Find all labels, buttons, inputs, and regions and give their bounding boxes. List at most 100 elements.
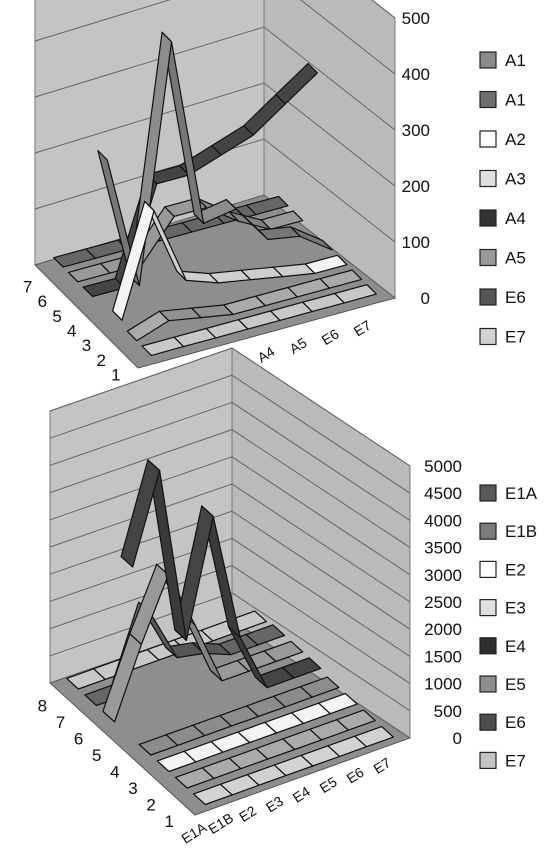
ribbon-row-1 [193, 725, 394, 806]
ribbon-row-5 [120, 459, 322, 689]
ribbon-row-2 [174, 709, 376, 789]
legend-swatch [479, 675, 497, 693]
x-category-label: E7 [351, 317, 374, 340]
depth-category-label: 6 [38, 292, 47, 311]
legend-label: E3 [505, 599, 526, 618]
ribbon-row-3 [156, 692, 358, 773]
legend-label: A4 [505, 209, 526, 228]
x-category-label: E5 [317, 773, 340, 796]
gridline [34, 26, 396, 131]
gridline [49, 510, 411, 630]
depth-category-label: 3 [82, 336, 91, 355]
legend-swatch [479, 484, 497, 502]
legend-label: E1A [505, 484, 538, 503]
gridline [49, 347, 411, 467]
legend-swatch [479, 560, 497, 579]
z-tick-label: 300 [402, 121, 430, 140]
legend-swatch [479, 327, 497, 346]
depth-category-label: 4 [110, 762, 119, 781]
gridline [49, 374, 411, 494]
z-tick-label: 0 [453, 729, 462, 748]
depth-category-label: 4 [67, 322, 76, 341]
z-tick-label: 3500 [424, 539, 462, 558]
ribbon-segment [120, 459, 161, 568]
z-tick-label: 0 [421, 289, 430, 308]
ribbon-segment [138, 734, 179, 756]
ribbon-segment [102, 633, 142, 723]
ribbon-segment [141, 336, 185, 356]
legend: E1A E1B E2 E3 E4 E5 E6 E7 [479, 484, 538, 770]
x-category-label: E1B [205, 810, 236, 838]
z-tick-label: 2500 [424, 593, 462, 612]
ribbon-row-2 [126, 269, 363, 342]
x-category-label: E4 [290, 783, 313, 806]
z-tick-label: 4500 [424, 484, 462, 503]
gridline [49, 483, 411, 603]
legend-swatch [479, 130, 497, 148]
x-category-label: E6 [344, 764, 367, 787]
legend-label: A1 [505, 51, 526, 70]
legend-swatch [479, 90, 497, 109]
depth-category-label: 2 [146, 795, 155, 814]
depth-category-label: 2 [96, 351, 105, 370]
legend-swatch [479, 248, 497, 267]
legend-label: A5 [505, 249, 526, 268]
legend-label: E6 [505, 713, 526, 732]
legend-swatch [479, 522, 497, 540]
z-tick-label: 1500 [424, 647, 462, 666]
legend-label: A3 [505, 170, 526, 189]
depth-category-label: 7 [23, 277, 32, 296]
z-tick-label: 2000 [424, 620, 462, 639]
legend-swatch [479, 288, 497, 306]
ribbon-segment [193, 783, 233, 806]
legend-swatch [479, 51, 497, 69]
ribbon-segment [126, 310, 170, 342]
depth-category-label: 7 [56, 713, 65, 732]
z-tick-label: 4000 [424, 511, 462, 530]
x-category-label: E3 [263, 793, 286, 816]
chart-1: 0100200300400500A1AA1BA2A3A4A5E6E7123456… [23, 0, 526, 403]
gridline [49, 401, 411, 521]
z-tick-label: 400 [402, 65, 430, 84]
legend-label: E2 [505, 560, 526, 579]
z-tick-label: 500 [434, 702, 462, 721]
legend-swatch [479, 169, 497, 188]
x-category-label: A4 [254, 343, 277, 366]
ribbon-segment [111, 200, 155, 321]
legend-label: A2 [505, 130, 526, 149]
depth-category-label: 5 [52, 307, 61, 326]
gridline [49, 565, 411, 685]
z-tick-label: 5000 [424, 457, 462, 476]
depth-category-label: 1 [164, 812, 173, 831]
z-tick-label: 200 [402, 177, 430, 196]
x-category-label: E6 [319, 325, 342, 348]
ribbon-segment [156, 750, 197, 773]
gridline [34, 0, 396, 75]
legend-label: E6 [505, 288, 526, 307]
ribbon-row-4 [138, 676, 340, 756]
legend-swatch [479, 713, 497, 731]
chart-2: 0 500 1000 1500 2000 2500 3000 3500 4000 4500 5000… [38, 347, 538, 847]
legend-label: E1B [505, 522, 537, 541]
legend: A1 A1 A2 A3 A4 A5 E6 E7 [479, 51, 526, 347]
legend-label: E5 [505, 675, 526, 694]
legend-label: E7 [505, 751, 526, 770]
z-tick-label: 500 [402, 9, 430, 28]
x-category-label: E2 [236, 802, 259, 825]
gridline [34, 82, 396, 187]
legend-label: E4 [505, 637, 526, 656]
ribbon-segment [53, 248, 96, 268]
ribbon-segment [66, 668, 106, 690]
legend-swatch [479, 598, 497, 617]
z-tick-label: 100 [402, 233, 430, 252]
depth-category-label: 3 [128, 779, 137, 798]
gridline [49, 537, 411, 657]
ribbon-row-3 [111, 200, 348, 321]
depth-category-label: 6 [74, 729, 83, 748]
ribbon-segment [82, 277, 126, 298]
depth-category-label: 8 [38, 696, 47, 715]
legend-label: A1 [505, 91, 526, 110]
ribbon-segment [67, 263, 111, 283]
legend-swatch [479, 209, 497, 227]
depth-category-label: 5 [92, 746, 101, 765]
